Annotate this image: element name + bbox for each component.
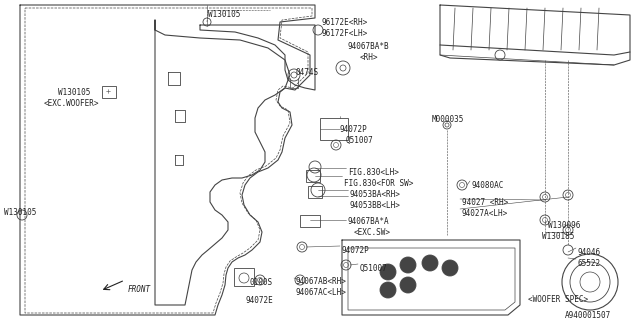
Text: W130105: W130105 <box>4 208 36 217</box>
Text: 94046: 94046 <box>578 248 601 257</box>
Text: 94067BA*B: 94067BA*B <box>347 42 388 51</box>
Text: Q51007: Q51007 <box>346 136 374 145</box>
Bar <box>300 215 320 227</box>
Text: 94072E: 94072E <box>246 296 274 305</box>
Text: 94072P: 94072P <box>342 246 370 255</box>
Text: FRONT: FRONT <box>128 285 151 294</box>
Text: <EXC.WOOFER>: <EXC.WOOFER> <box>44 99 99 108</box>
Bar <box>320 118 348 140</box>
Text: 96172F<LH>: 96172F<LH> <box>322 29 368 38</box>
Text: 94067BA*A: 94067BA*A <box>348 217 390 226</box>
Text: W130096: W130096 <box>548 221 580 230</box>
Circle shape <box>422 255 438 271</box>
Text: FIG.830<LH>: FIG.830<LH> <box>348 168 399 177</box>
Bar <box>308 186 322 198</box>
Text: FIG.830<FOR SW>: FIG.830<FOR SW> <box>344 179 413 188</box>
Text: W130105: W130105 <box>208 10 241 19</box>
Circle shape <box>380 282 396 298</box>
Text: 0100S: 0100S <box>250 278 273 287</box>
Text: <RH>: <RH> <box>360 53 378 62</box>
Text: 94067AC<LH>: 94067AC<LH> <box>296 288 347 297</box>
Text: 0474S: 0474S <box>295 68 318 77</box>
Bar <box>102 86 116 98</box>
Circle shape <box>380 264 396 280</box>
Circle shape <box>442 260 458 276</box>
Text: 96172E<RH>: 96172E<RH> <box>322 18 368 27</box>
Text: Q51007: Q51007 <box>360 264 388 273</box>
Text: 94067AB<RH>: 94067AB<RH> <box>296 277 347 286</box>
Text: 65522: 65522 <box>578 259 601 268</box>
Text: 94072P: 94072P <box>340 125 368 134</box>
Circle shape <box>400 257 416 273</box>
Text: 94027 <RH>: 94027 <RH> <box>462 198 508 207</box>
Bar <box>306 170 320 182</box>
Circle shape <box>400 277 416 293</box>
Text: 94053BB<LH>: 94053BB<LH> <box>350 201 401 210</box>
Text: 94080AC: 94080AC <box>472 181 504 190</box>
Text: 94027A<LH>: 94027A<LH> <box>462 209 508 218</box>
Text: <EXC.SW>: <EXC.SW> <box>354 228 391 237</box>
Text: A940001507: A940001507 <box>565 311 611 320</box>
Text: <WOOFER SPEC>: <WOOFER SPEC> <box>528 295 588 304</box>
Bar <box>234 268 254 286</box>
Text: W130185: W130185 <box>542 232 574 241</box>
Text: W130105: W130105 <box>58 88 90 97</box>
Text: M000035: M000035 <box>432 115 465 124</box>
Text: 94053BA<RH>: 94053BA<RH> <box>350 190 401 199</box>
